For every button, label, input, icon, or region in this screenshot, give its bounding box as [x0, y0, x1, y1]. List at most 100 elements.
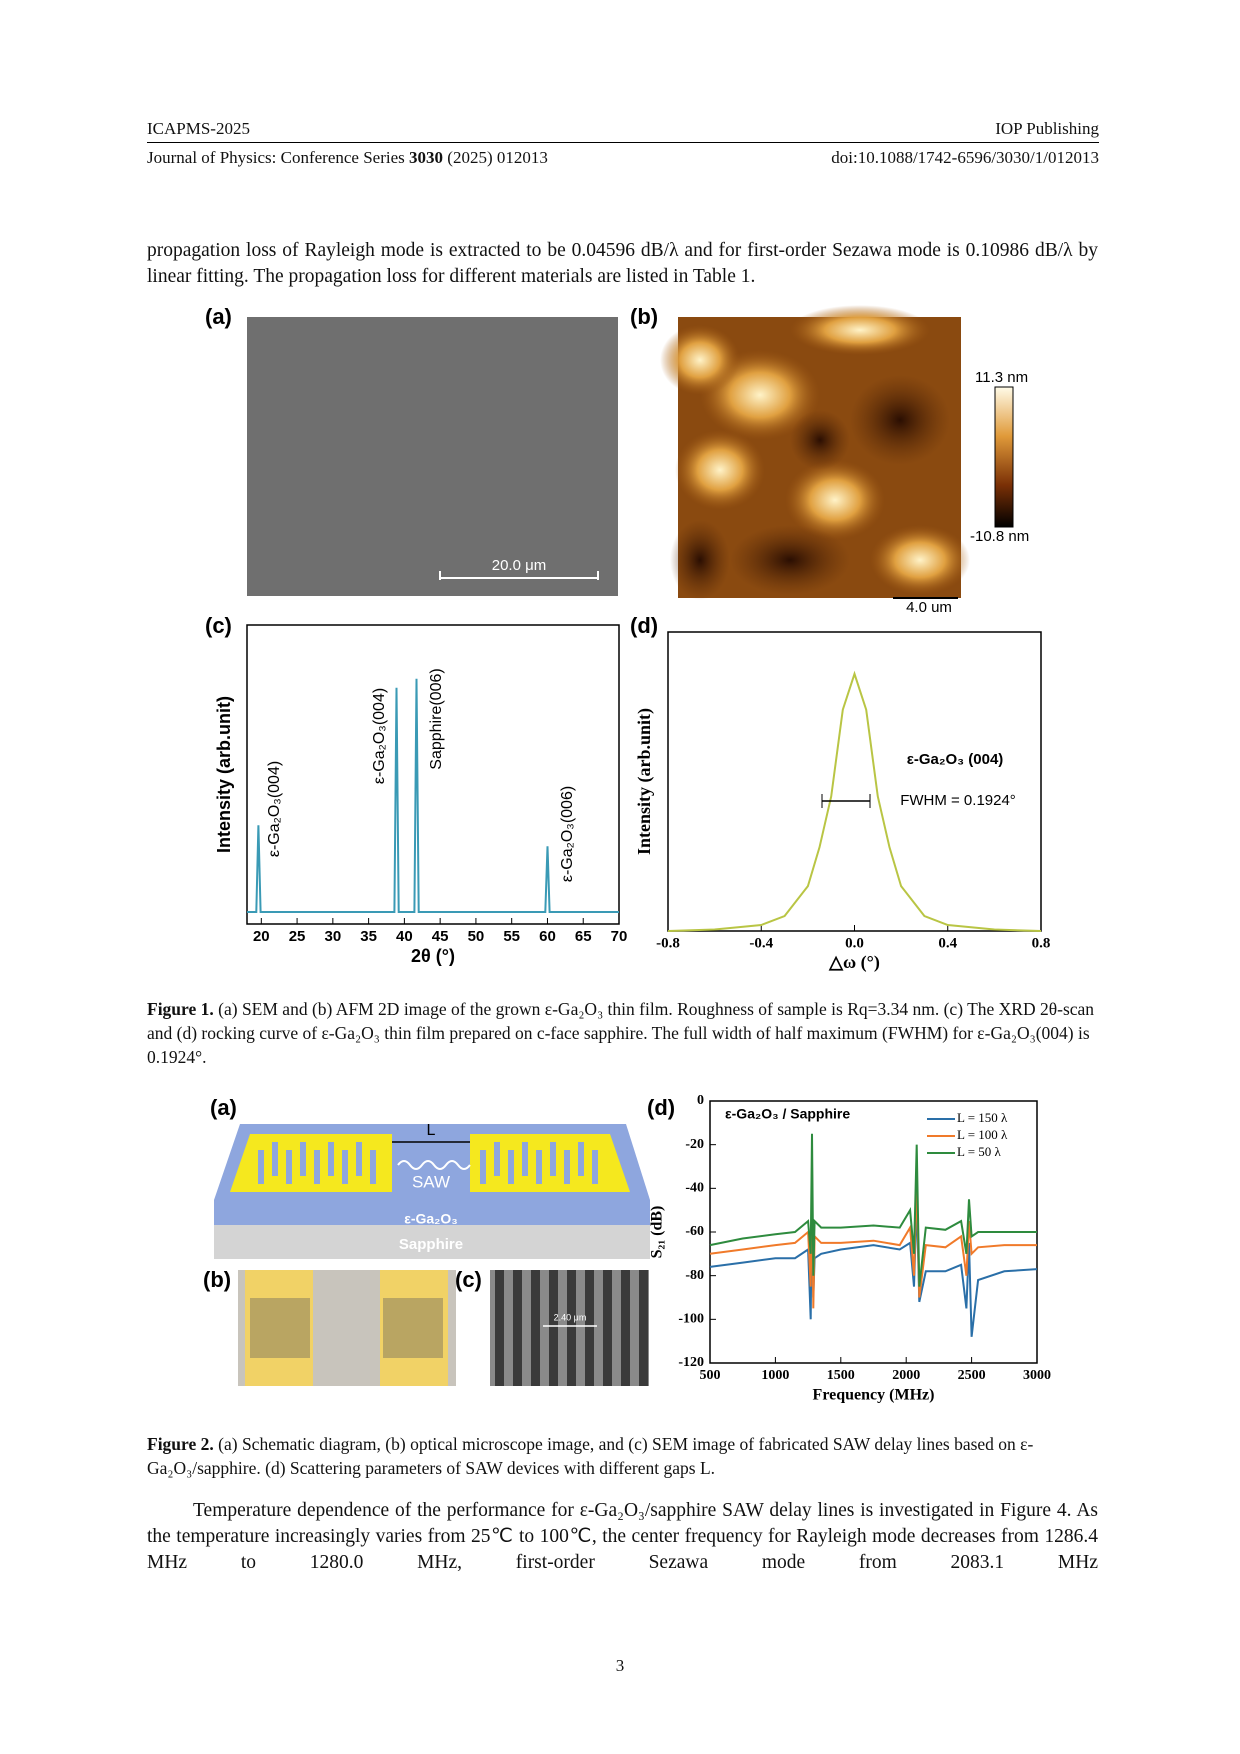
- annotation: FWHM = 0.1924°: [900, 792, 1016, 809]
- y-tick-label: 0: [697, 1093, 704, 1108]
- y-tick-label: -60: [685, 1224, 704, 1239]
- colorbar-max: 11.3 nm: [975, 369, 1028, 386]
- finger: [564, 1150, 570, 1184]
- finger: [258, 1150, 264, 1184]
- conference: ICAPMS-2025: [147, 119, 250, 138]
- legend-label: L = 100 λ: [957, 1127, 1008, 1142]
- x-tick-label: 35: [360, 928, 377, 945]
- series-line: [709, 1133, 1037, 1287]
- paragraph: Temperature dependence of the performanc…: [147, 1500, 1098, 1573]
- idt-region: [383, 1298, 443, 1358]
- panel-label: (d): [647, 1095, 675, 1120]
- idt-fingers: [258, 1142, 598, 1184]
- x-tick-label: 20: [253, 928, 270, 945]
- series-line: [667, 670, 1042, 932]
- finger: [356, 1142, 362, 1176]
- header-rule: [147, 142, 1099, 143]
- finger: [300, 1142, 306, 1176]
- annotation: ε-Ga₂O₃(004): [266, 761, 283, 857]
- x-tick-label: 2000: [892, 1368, 920, 1383]
- volume: 3030: [409, 148, 444, 167]
- x-tick-label: 1500: [827, 1368, 855, 1383]
- x-tick-label: 3000: [1023, 1368, 1051, 1383]
- page-number: 3: [615, 1656, 625, 1675]
- series-line: [709, 1166, 1037, 1309]
- y-axis-label: Intensity (arb.unit): [214, 696, 234, 853]
- wave: [397, 1160, 471, 1170]
- y-axis-label: Intensity (arb.unit): [634, 708, 655, 855]
- panel-label: (c): [455, 1267, 482, 1292]
- x-tick-label: 25: [289, 928, 306, 945]
- paragraph: propagation loss of Rayleigh mode is ext…: [147, 240, 1098, 287]
- caption-text: (a) SEM and (b) AFM 2D image of the grow…: [147, 999, 1095, 1067]
- y-tick-label: -80: [685, 1268, 704, 1283]
- film-label: ε-Ga₂O₃: [404, 1211, 458, 1227]
- chart: 20 25 30 35 40 45 50 55 60 65 70 2θ (°) Intensity (a…: [214, 624, 627, 966]
- gap-label: L: [427, 1122, 436, 1139]
- finger: [272, 1142, 278, 1176]
- finger: [494, 1142, 500, 1176]
- sem-image: [247, 317, 618, 596]
- idt-region: [250, 1298, 310, 1358]
- publisher: IOP Publishing: [995, 119, 1099, 138]
- x-tick-label: -0.4: [749, 935, 773, 951]
- x-tick-label: 60: [539, 928, 556, 945]
- series-line: [709, 1188, 1038, 1337]
- y-tick-label: -100: [678, 1312, 704, 1327]
- annotation: ε-Ga₂O₃ (004): [907, 751, 1004, 768]
- y-tick-label: -20: [685, 1137, 704, 1152]
- finger: [592, 1150, 598, 1184]
- finger: [342, 1150, 348, 1184]
- y-tick-label: -40: [685, 1181, 704, 1196]
- y-tick-label: -120: [678, 1355, 704, 1370]
- panel-label: (a): [205, 304, 232, 329]
- finger: [550, 1142, 556, 1176]
- idt: [230, 1134, 392, 1192]
- caption: Figure 2. (a) Schematic diagram, (b) opt…: [147, 1432, 1098, 1480]
- caption: Figure 1. (a) SEM and (b) AFM 2D image o…: [147, 997, 1098, 1069]
- journal: Journal of Physics: Conference Series: [147, 148, 405, 167]
- finger: [328, 1142, 334, 1176]
- finger: [536, 1150, 542, 1184]
- x-tick-label: 65: [575, 928, 592, 945]
- annotation: ε-Ga₂O₃(004): [371, 688, 388, 784]
- x-tick-label: 0.4: [938, 935, 957, 951]
- x-axis-label: △ω (°): [828, 952, 880, 973]
- scalebar-label: 20.0 μm: [492, 557, 547, 574]
- annotation: ε-Ga₂O₃ / Sapphire: [725, 1106, 850, 1122]
- chart: 500 1000 1500 2000 2500 3000 0 -20 -40 -60 -80 -100…: [649, 1093, 1051, 1403]
- colorbar-min: -10.8 nm: [970, 528, 1029, 545]
- year-article: (2025) 012013: [447, 148, 548, 167]
- caption-label: Figure 1.: [147, 999, 214, 1019]
- wave-label: SAW: [412, 1172, 450, 1191]
- panel-label: (d): [630, 613, 658, 638]
- colorbar: [994, 386, 1014, 528]
- scalebar-label: 4.0 um: [906, 599, 952, 616]
- finger: [522, 1142, 528, 1176]
- panel-label: (b): [203, 1267, 231, 1292]
- x-axis-label: 2θ (°): [411, 946, 455, 966]
- x-tick-label: 0.8: [1032, 935, 1051, 951]
- afm-texture: [660, 305, 970, 600]
- x-tick-label: 40: [396, 928, 413, 945]
- x-axis-label: Frequency (MHz): [813, 1387, 935, 1404]
- panel-label: (b): [630, 304, 658, 329]
- x-tick-label: 0.0: [845, 935, 864, 951]
- y-axis-label: S₂₁ (dB): [649, 1206, 666, 1259]
- finger: [370, 1150, 376, 1184]
- legend-label: L = 50 λ: [957, 1144, 1002, 1159]
- x-tick-label: 2500: [958, 1368, 986, 1383]
- plot-frame: [246, 624, 620, 925]
- substrate: [214, 1225, 650, 1259]
- sem-image: [490, 1270, 649, 1386]
- finger: [480, 1150, 486, 1184]
- x-tick-label: -0.8: [656, 935, 680, 951]
- scalebar-label: 2.40 μm: [554, 1312, 587, 1322]
- x-tick-label: 1000: [761, 1368, 789, 1383]
- caption-text: (a) Schematic diagram, (b) optical micro…: [147, 1434, 1034, 1478]
- x-tick-label: 500: [700, 1368, 721, 1383]
- legend-label: L = 150 λ: [957, 1110, 1008, 1125]
- x-tick-label: 50: [468, 928, 485, 945]
